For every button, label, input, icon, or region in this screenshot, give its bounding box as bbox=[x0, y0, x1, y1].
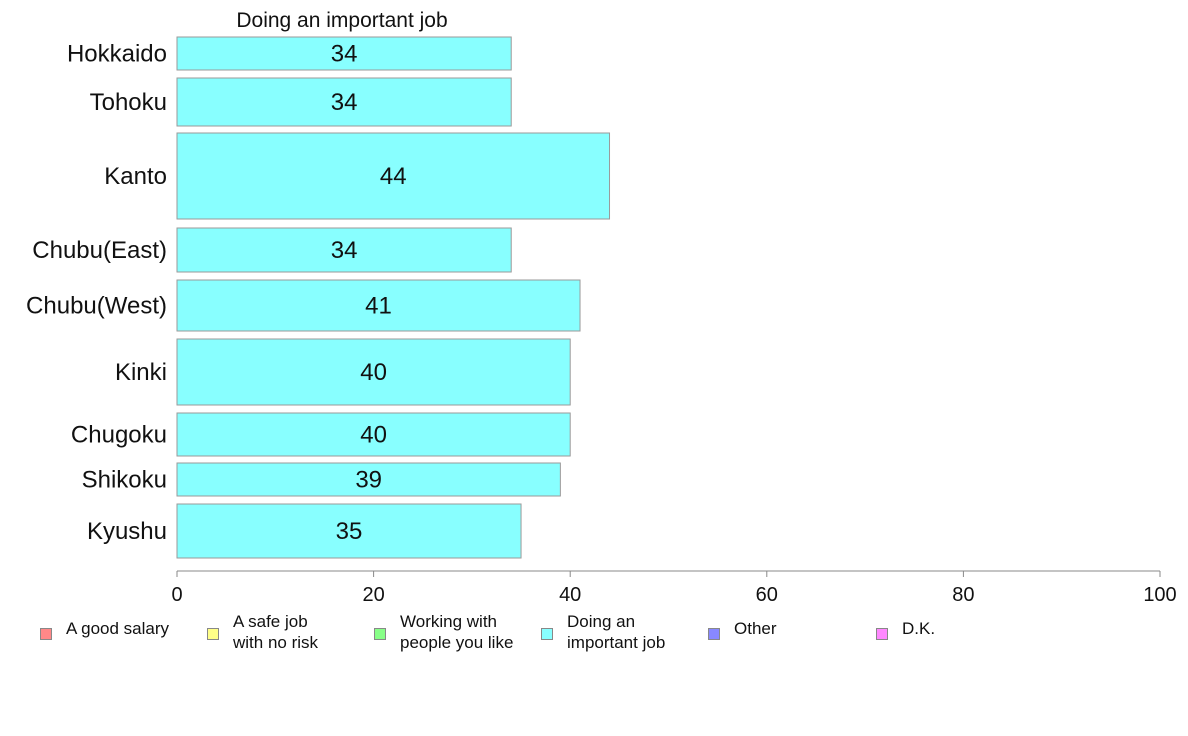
legend-label: A safe job with no risk bbox=[233, 612, 319, 652]
legend-item-dk: D.K. bbox=[876, 618, 935, 640]
legend-item-working-with-people: Working with people you like bbox=[374, 611, 513, 653]
bar-value-label: 41 bbox=[365, 293, 392, 320]
bar-shikoku bbox=[176, 462, 561, 497]
bar-value-label: 44 bbox=[380, 163, 407, 190]
bar-value-label: 39 bbox=[355, 467, 382, 494]
legend-label: Working with people you like bbox=[400, 612, 514, 652]
bar-chubu-east bbox=[176, 227, 512, 273]
legend-swatch bbox=[207, 628, 219, 640]
legend-swatch bbox=[40, 628, 52, 640]
bar-kinki bbox=[176, 338, 571, 406]
legend-item-other: Other bbox=[708, 618, 777, 640]
bar-kyushu bbox=[176, 503, 522, 559]
bar-value-label: 40 bbox=[360, 359, 387, 386]
legend-swatch bbox=[374, 628, 386, 640]
legend-item-good-salary: A good salary bbox=[40, 618, 169, 640]
bar-chugoku bbox=[176, 412, 571, 457]
legend-item-safe-job: A safe job with no risk bbox=[207, 611, 318, 653]
category-label: Kanto bbox=[104, 163, 167, 190]
chart-title: Doing an important job bbox=[236, 9, 447, 32]
bar-value-label: 40 bbox=[360, 422, 387, 449]
legend-label: D.K. bbox=[902, 619, 936, 638]
legend-swatch bbox=[876, 628, 888, 640]
bar-kanto bbox=[176, 132, 611, 220]
bar-hokkaido bbox=[176, 36, 512, 71]
x-tick-label: 40 bbox=[559, 584, 581, 606]
category-label: Tohoku bbox=[90, 89, 167, 116]
x-tick-label: 60 bbox=[756, 584, 778, 606]
x-tick-label: 20 bbox=[362, 584, 384, 606]
category-label: Kyushu bbox=[87, 518, 167, 545]
category-label: Kinki bbox=[115, 359, 167, 386]
bar-tohoku bbox=[176, 77, 512, 127]
bar-value-label: 35 bbox=[336, 518, 363, 545]
legend-item-important-job: Doing an important job bbox=[541, 611, 665, 653]
x-tick-label: 100 bbox=[1143, 584, 1176, 606]
category-label: Chubu(West) bbox=[26, 293, 167, 320]
category-label: Hokkaido bbox=[67, 41, 167, 68]
legend-swatch bbox=[541, 628, 553, 640]
bar-chubu-west bbox=[176, 279, 581, 332]
legend-swatch bbox=[708, 628, 720, 640]
bar-value-label: 34 bbox=[331, 41, 358, 68]
legend-label: Doing an important job bbox=[567, 612, 666, 652]
x-tick-label: 80 bbox=[952, 584, 974, 606]
category-label: Shikoku bbox=[82, 467, 167, 494]
bar-value-label: 34 bbox=[331, 89, 358, 116]
bar-value-label: 34 bbox=[331, 237, 358, 264]
legend: A good salary A safe job with no risk Wo… bbox=[0, 612, 1188, 668]
legend-label: Other bbox=[734, 619, 777, 638]
x-tick-label: 0 bbox=[171, 584, 182, 606]
category-label: Chugoku bbox=[71, 422, 167, 449]
legend-label: A good salary bbox=[66, 619, 170, 638]
category-label: Chubu(East) bbox=[32, 237, 167, 264]
